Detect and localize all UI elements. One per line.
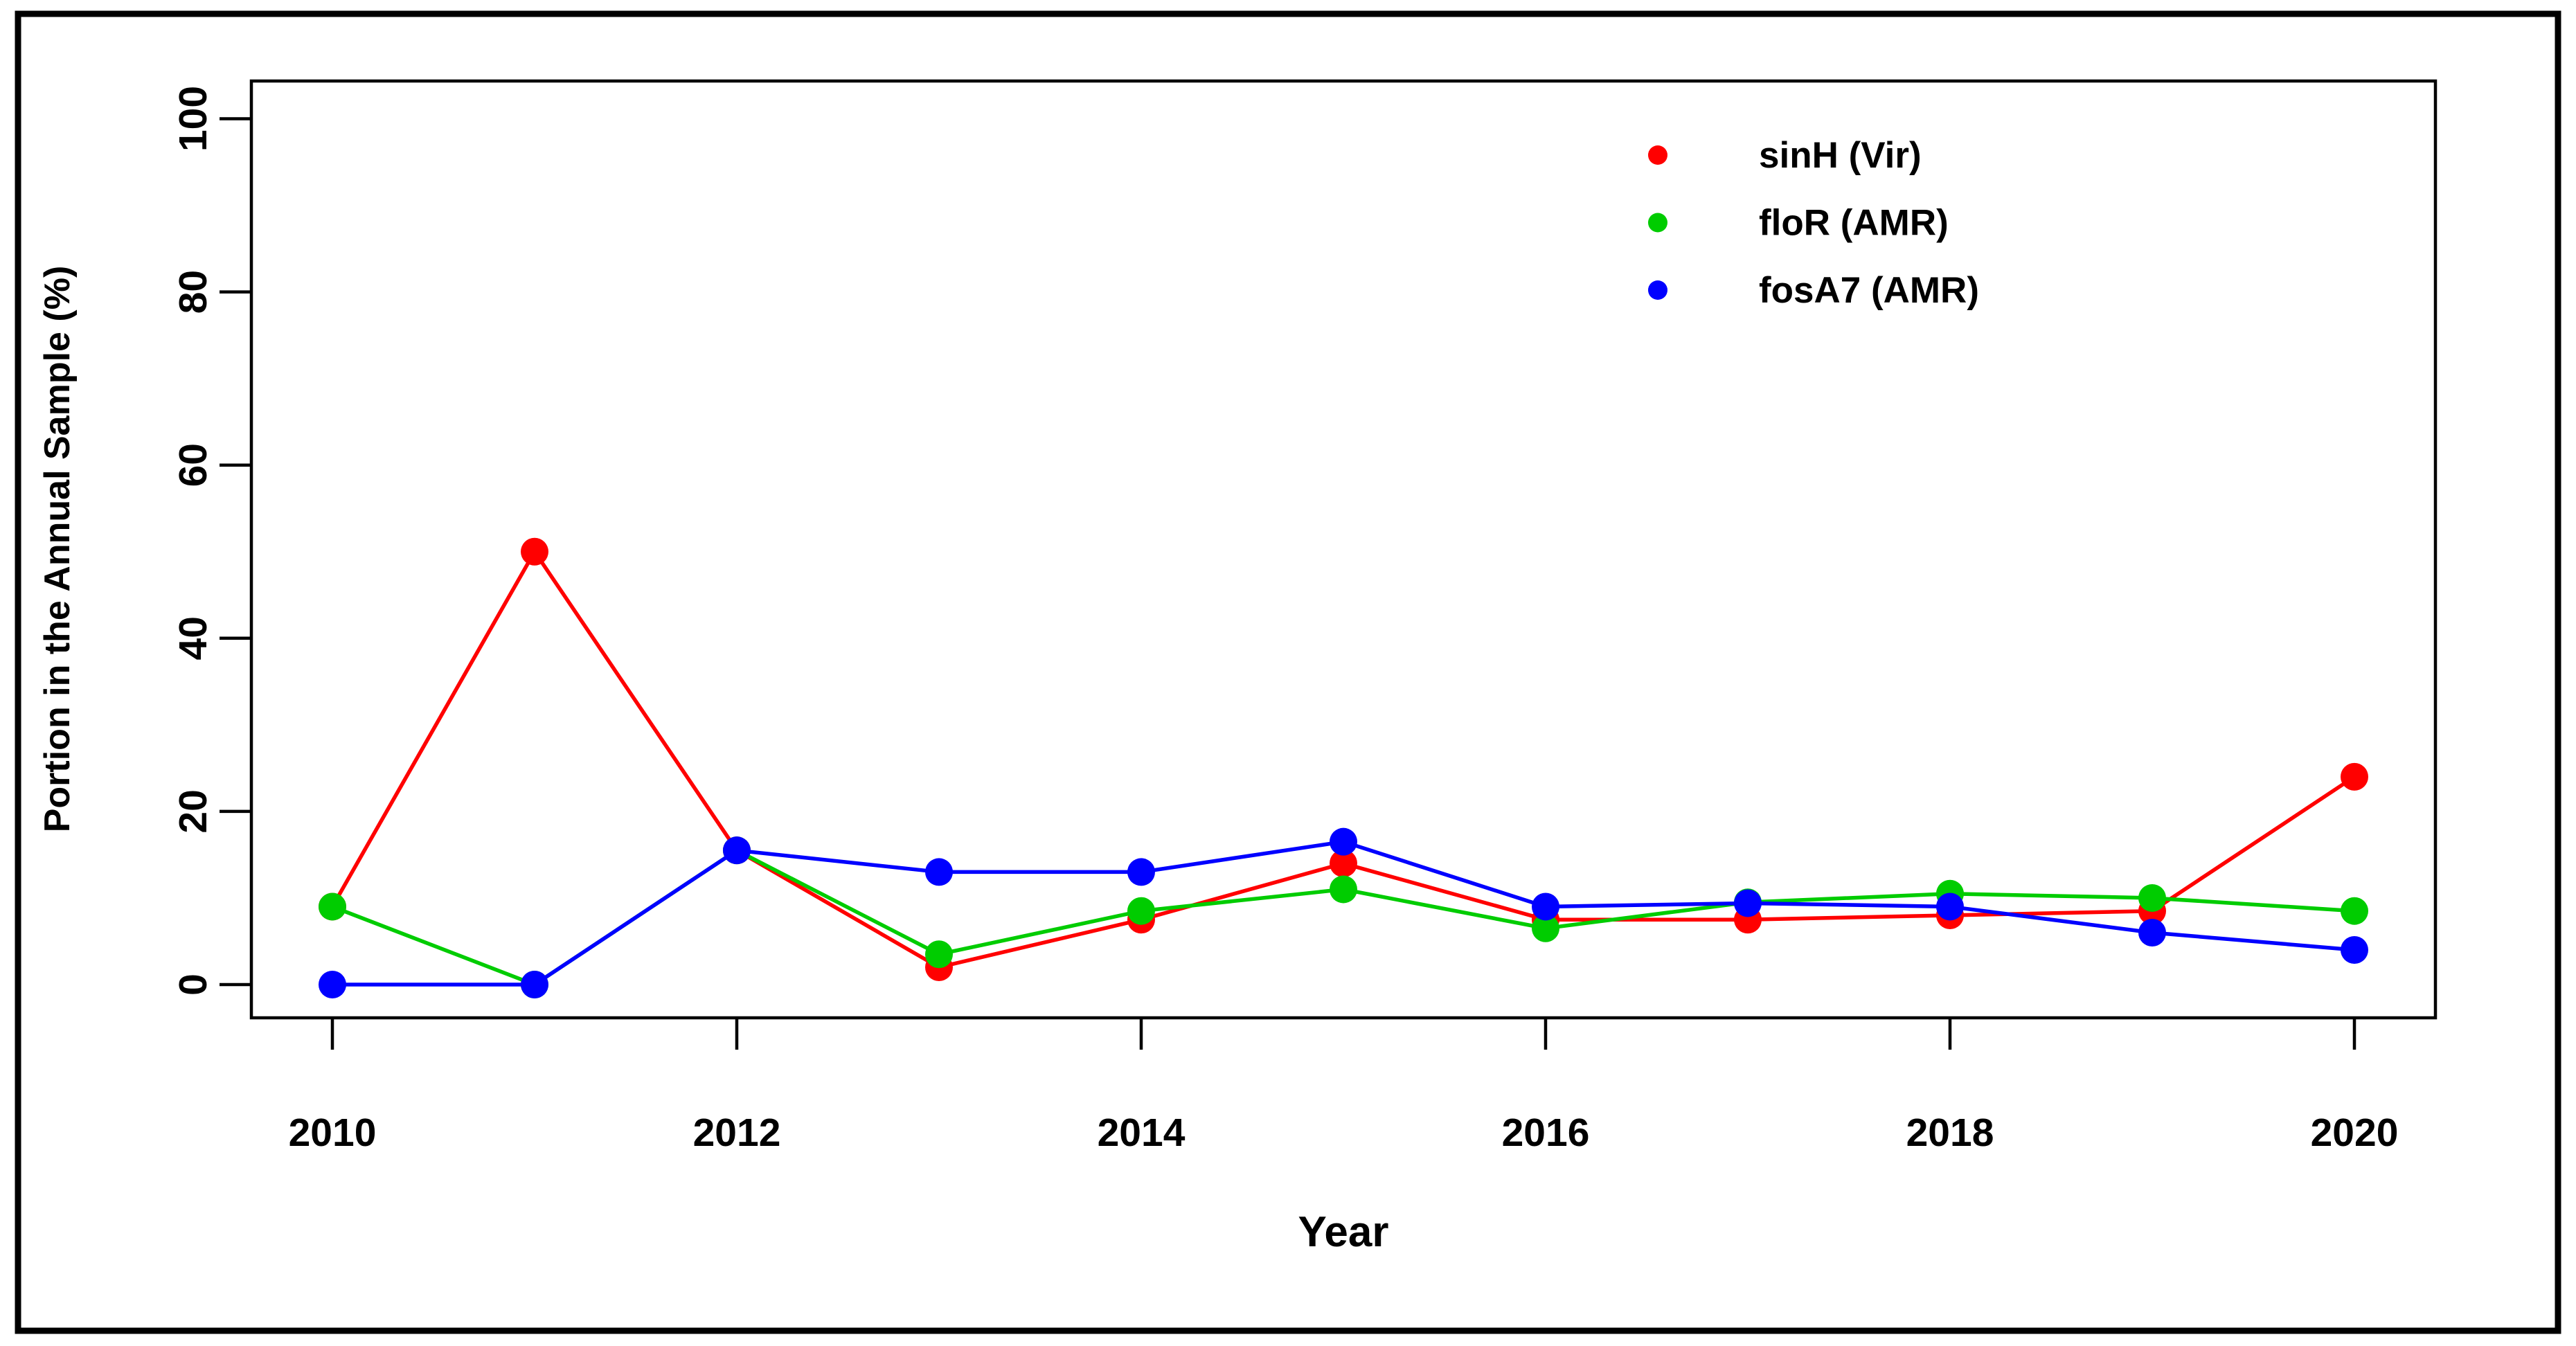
x-tick-label: 2014 bbox=[1098, 1111, 1186, 1155]
y-tick-label: 20 bbox=[171, 789, 215, 833]
x-tick-label: 2016 bbox=[1502, 1111, 1590, 1155]
data-point-fosa7-amr-2015 bbox=[1330, 827, 1357, 856]
legend-label-sinh-vir: sinH (Vir) bbox=[1759, 135, 1922, 176]
legend-marker-flor-amr bbox=[1648, 213, 1667, 233]
outer-border bbox=[15, 10, 2561, 1334]
x-axis-ticks: 2010 2012 2014 2016 2018 2020 bbox=[289, 1018, 2399, 1155]
x-tick-label: 2010 bbox=[289, 1111, 377, 1155]
data-point-fosa7-amr-2012 bbox=[723, 836, 751, 865]
data-point-sinh-vir-2015 bbox=[1330, 849, 1357, 877]
y-tick-label: 60 bbox=[171, 443, 215, 487]
y-tick-label: 100 bbox=[171, 86, 215, 152]
series-layer bbox=[319, 537, 2368, 998]
data-point-fosa7-amr-2016 bbox=[1532, 892, 1559, 921]
data-point-flor-amr-2014 bbox=[1127, 897, 1155, 925]
plot-box bbox=[249, 79, 2438, 1020]
data-point-flor-amr-2015 bbox=[1330, 875, 1357, 904]
x-tick-label: 2018 bbox=[1906, 1111, 1994, 1155]
y-axis-title: Portion in the Annual Sample (%) bbox=[37, 266, 78, 833]
data-point-fosa7-amr-2019 bbox=[2138, 918, 2166, 946]
data-point-flor-amr-2013 bbox=[925, 940, 953, 969]
data-point-fosa7-amr-2020 bbox=[2341, 935, 2368, 964]
data-point-fosa7-amr-2010 bbox=[319, 971, 346, 998]
y-tick-label: 80 bbox=[171, 270, 215, 314]
data-point-fosa7-amr-2013 bbox=[925, 858, 953, 886]
data-point-sinh-vir-2011 bbox=[521, 537, 548, 566]
data-point-fosa7-amr-2018 bbox=[1936, 892, 1964, 921]
x-tick-label: 2020 bbox=[2311, 1111, 2399, 1155]
y-tick-label: 40 bbox=[171, 616, 215, 660]
x-axis-title: Year bbox=[1298, 1208, 1388, 1256]
legend-label-fosa7-amr: fosA7 (AMR) bbox=[1759, 270, 1979, 311]
legend-marker-fosa7-amr bbox=[1648, 280, 1667, 300]
x-tick-label: 2012 bbox=[693, 1111, 781, 1155]
data-point-flor-amr-2010 bbox=[319, 892, 346, 921]
data-point-fosa7-amr-2014 bbox=[1127, 858, 1155, 886]
legend-marker-sinh-vir bbox=[1648, 145, 1667, 165]
y-tick-label: 0 bbox=[171, 973, 215, 996]
data-point-fosa7-amr-2011 bbox=[521, 971, 548, 998]
data-point-flor-amr-2016 bbox=[1532, 914, 1559, 942]
legend: sinH (Vir) floR (AMR) fosA7 (AMR) bbox=[1648, 135, 1979, 311]
data-point-fosa7-amr-2017 bbox=[1734, 889, 1762, 917]
data-point-sinh-vir-2020 bbox=[2341, 762, 2368, 791]
data-point-flor-amr-2019 bbox=[2138, 883, 2166, 912]
legend-label-flor-amr: floR (AMR) bbox=[1759, 203, 1949, 244]
data-point-flor-amr-2020 bbox=[2341, 897, 2368, 925]
y-axis-ticks: 0 20 40 60 80 100 bbox=[171, 86, 251, 996]
